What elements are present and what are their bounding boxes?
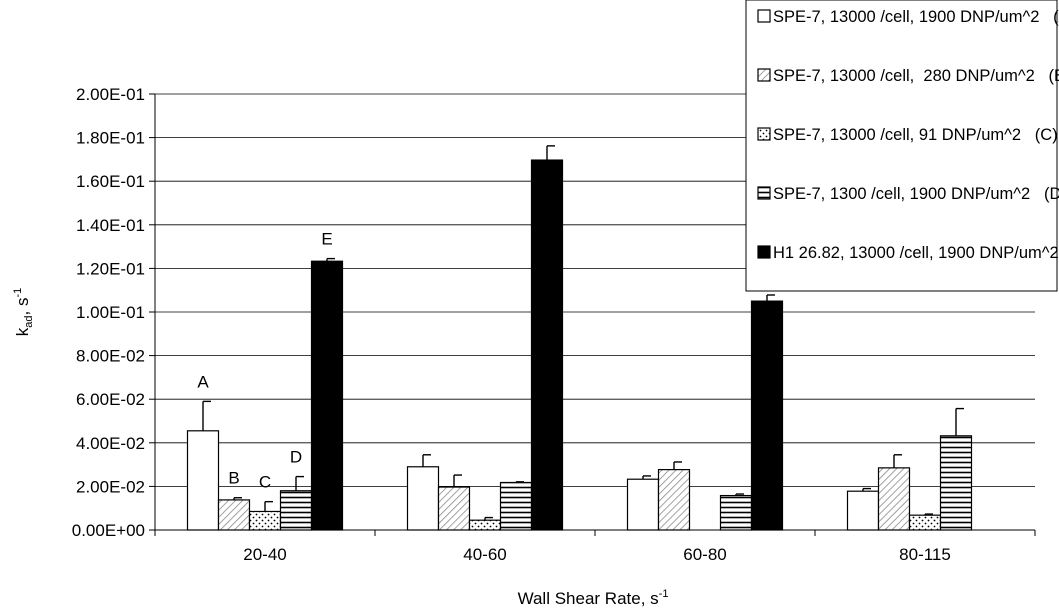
legend-swatch [757, 245, 771, 259]
bar [310, 260, 344, 531]
legend-box [745, 0, 1058, 292]
y-tick-label: 1.00E-01 [76, 303, 145, 322]
bar-annotation: C [259, 473, 271, 492]
bar [279, 490, 313, 531]
y-tick-label: 1.40E-01 [76, 216, 145, 235]
bar [626, 478, 660, 531]
x-tick-label: 80-115 [899, 545, 951, 564]
y-tick-label: 2.00E-01 [76, 85, 145, 104]
bar [406, 466, 440, 531]
bar-annotation: A [197, 372, 209, 391]
y-tick-label: 8.00E-02 [76, 347, 145, 366]
bar [186, 430, 220, 531]
error-bars [202, 145, 964, 521]
bar [217, 499, 251, 531]
bar [468, 519, 502, 531]
legend-label: SPE-7, 13000 /cell, 1900 DNP/um^2 (A) [773, 8, 1059, 26]
y-tick-label: 1.80E-01 [76, 129, 145, 148]
bar-annotation: E [321, 230, 332, 249]
legend-swatch [757, 127, 771, 141]
bar-annotation: B [228, 469, 239, 488]
bar [750, 300, 784, 531]
bar [719, 494, 753, 531]
x-tick-labels: 20-40 40-60 60-80 80-115 [154, 530, 1036, 564]
legend-label: SPE-7, 13000 /cell, 91 DNP/um^2 (C) [773, 126, 1058, 144]
y-axis-title: kad, s-1 [12, 288, 35, 336]
x-tick-label: 20-40 [243, 545, 286, 564]
legend: SPE-7, 13000 /cell, 1900 DNP/um^2 (A) SPE… [745, 0, 1059, 292]
bar [939, 435, 973, 531]
bar [877, 467, 911, 531]
y-tick-label: 4.00E-02 [76, 434, 145, 453]
x-tick-label: 40-60 [463, 545, 506, 564]
legend-swatch [757, 68, 771, 82]
bar [248, 510, 282, 531]
bar [437, 486, 471, 531]
y-tick-label: 1.20E-01 [76, 259, 145, 278]
bar-annotations: A B CD E [197, 230, 332, 492]
legend-label: H1 26.82, 13000 /cell, 1900 DNP/um^2 (E) [773, 244, 1059, 262]
y-tick-label: 1.60E-01 [76, 172, 145, 191]
x-axis-title: Wall Shear Rate, s-1 [518, 588, 669, 608]
y-tick-label: 6.00E-02 [76, 390, 145, 409]
y-tick-label: 0.00E+00 [72, 521, 145, 540]
bar [846, 490, 880, 531]
y-tick-labels: 0.00E+00 2.00E-02 4.00E-02 6.00E-02 8.00E-02… [72, 85, 155, 540]
legend-label: SPE-7, 13000 /cell, 280 DNP/um^2 (B) [773, 67, 1059, 85]
bar-annotation: D [290, 448, 302, 467]
legend-swatch [757, 9, 771, 23]
legend-label: SPE-7, 1300 /cell, 1900 DNP/um^2 (D) [773, 185, 1059, 203]
legend-swatch [757, 186, 771, 200]
x-tick-label: 60-80 [683, 545, 726, 564]
bar [499, 481, 533, 531]
bar [657, 469, 691, 531]
y-tick-label: 2.00E-02 [76, 477, 145, 496]
bar [908, 514, 942, 531]
bar [530, 159, 564, 531]
